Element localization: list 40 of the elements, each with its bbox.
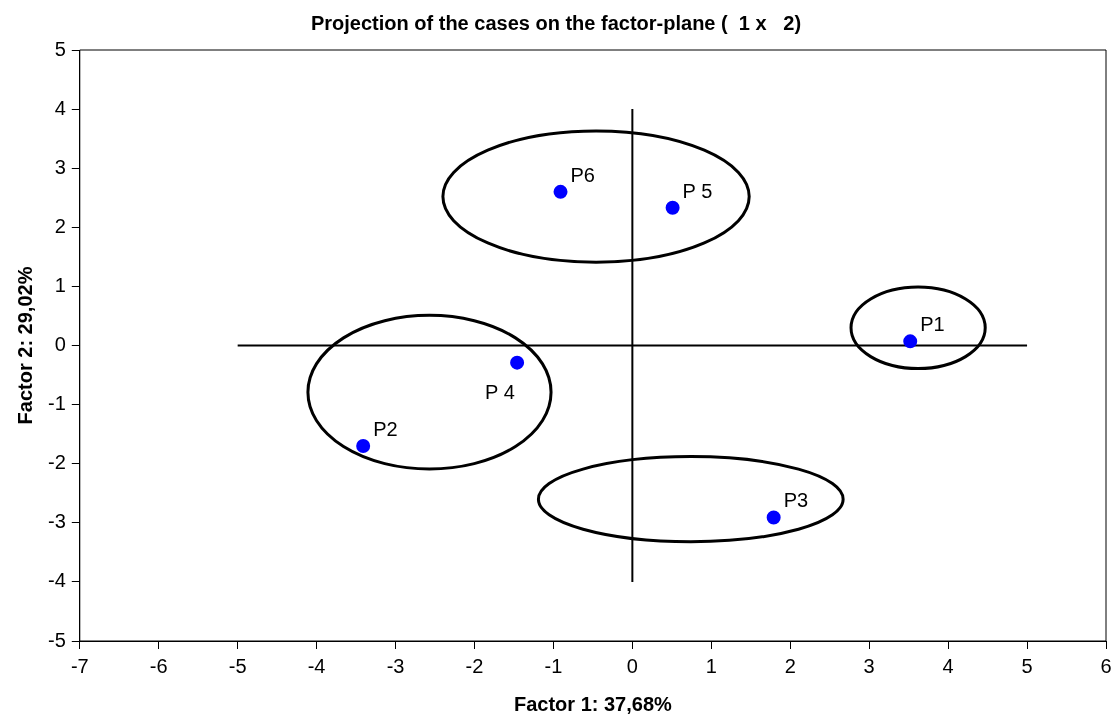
x-axis-title: Factor 1: 37,68%: [513, 692, 673, 715]
x-tick-label: -7: [70, 654, 89, 677]
y-tick-label: 4: [54, 96, 66, 119]
point: [510, 355, 525, 370]
annotation: P2: [373, 417, 398, 440]
y-tick-label: -2: [47, 451, 66, 474]
x-tick-label: -2: [465, 654, 484, 677]
x-tick-label: 6: [1100, 654, 1112, 677]
point: [903, 334, 918, 349]
point: [766, 510, 781, 525]
annotation: P1: [920, 313, 945, 336]
y-tick-label: 3: [54, 155, 66, 178]
x-tick-label: -6: [149, 654, 168, 677]
x-tick-label: 5: [1021, 654, 1033, 677]
y-tick-label: -4: [47, 569, 66, 592]
y-tick-label: -5: [47, 628, 66, 651]
annotation: P 4: [485, 380, 515, 403]
point: [553, 184, 568, 199]
y-tick-label: 5: [54, 37, 66, 60]
x-tick-label: 2: [784, 654, 796, 677]
y-tick-label: -1: [47, 392, 66, 415]
x-tick-label: 3: [863, 654, 875, 677]
x-tick-label: -1: [544, 654, 563, 677]
x-tick-label: -4: [307, 654, 326, 677]
y-axis-title: Factor 2: 29,02%: [13, 266, 36, 425]
chart-title: Projection of the cases on the factor-plane ( 1 x 2): [310, 11, 802, 34]
x-tick-label: -3: [386, 654, 405, 677]
x-tick-label: 4: [942, 654, 954, 677]
point: [665, 200, 680, 215]
y-tick-label: -3: [47, 510, 66, 533]
annotation: P6: [570, 163, 595, 186]
y-tick-label: 2: [54, 214, 66, 237]
annotation: P3: [783, 489, 809, 512]
x-tick-label: -5: [228, 654, 247, 677]
y-tick-label: 0: [54, 333, 66, 356]
x-tick-label: 0: [626, 654, 638, 677]
x-tick-label: 1: [705, 654, 717, 677]
annotation: P 5: [682, 179, 713, 202]
point: [356, 438, 371, 453]
y-tick-label: 1: [54, 273, 66, 296]
